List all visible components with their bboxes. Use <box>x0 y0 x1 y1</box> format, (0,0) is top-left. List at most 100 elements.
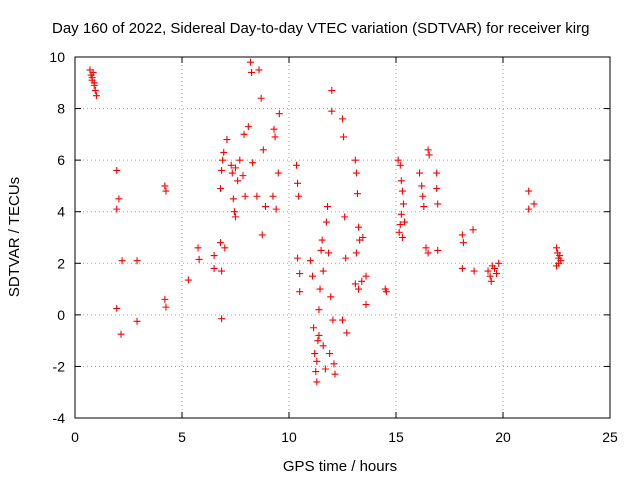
data-point <box>329 316 337 324</box>
data-point <box>397 177 405 185</box>
x-axis-label: GPS time / hours <box>283 458 397 475</box>
data-point <box>294 254 302 262</box>
x-tick-label: 20 <box>495 429 511 445</box>
data-point <box>362 301 370 309</box>
data-point <box>228 169 236 177</box>
data-point <box>353 190 361 198</box>
data-point <box>234 177 242 185</box>
data-point <box>557 257 565 265</box>
data-point <box>484 267 492 275</box>
data-point <box>113 166 121 174</box>
data-point <box>493 270 501 278</box>
data-point <box>416 169 424 177</box>
data-point <box>396 221 404 229</box>
data-point <box>458 264 466 272</box>
data-point <box>316 285 324 293</box>
data-point <box>358 277 366 285</box>
data-point <box>340 133 348 141</box>
data-point <box>315 306 323 314</box>
data-point <box>313 357 321 365</box>
data-points <box>86 58 565 386</box>
data-point <box>359 234 367 241</box>
data-point <box>486 272 494 280</box>
data-point <box>194 244 202 252</box>
data-point <box>161 295 169 303</box>
data-point <box>420 203 428 211</box>
data-point <box>244 123 252 131</box>
data-point <box>227 161 235 169</box>
data-point <box>343 329 351 337</box>
data-point <box>315 331 323 339</box>
data-point <box>328 87 336 95</box>
data-point <box>495 259 503 267</box>
data-point <box>395 228 403 236</box>
data-point <box>317 246 325 254</box>
y-tick-label: 0 <box>57 307 65 323</box>
data-point <box>331 370 339 378</box>
data-point <box>232 213 239 221</box>
y-tick-label: 2 <box>57 255 65 271</box>
data-point <box>362 272 370 280</box>
data-point <box>328 107 336 115</box>
data-point <box>210 252 218 260</box>
data-point <box>309 272 317 280</box>
data-point <box>113 205 121 213</box>
y-tick-label: -2 <box>53 358 66 374</box>
x-tick-label: 15 <box>388 429 404 445</box>
data-point <box>217 185 225 193</box>
data-point <box>434 200 442 208</box>
data-point <box>115 195 123 203</box>
data-point <box>325 249 333 257</box>
data-point <box>257 94 265 102</box>
data-point <box>355 223 363 231</box>
data-point <box>118 257 126 265</box>
data-point <box>248 68 256 76</box>
data-point <box>322 218 330 226</box>
data-point <box>270 125 278 133</box>
data-point <box>195 255 203 263</box>
data-point <box>239 172 247 180</box>
data-point <box>425 151 433 159</box>
data-point <box>117 330 125 338</box>
chart-title: Day 160 of 2022, Sidereal Day-to-day VTE… <box>52 20 589 37</box>
data-point <box>399 200 407 208</box>
y-tick-label: 4 <box>57 204 65 220</box>
data-point <box>352 249 360 257</box>
data-point <box>424 249 432 257</box>
data-point <box>218 166 226 174</box>
data-point <box>253 192 261 200</box>
data-point <box>396 161 404 169</box>
data-point <box>296 288 304 296</box>
data-point <box>312 368 320 376</box>
data-point <box>310 324 318 332</box>
data-point <box>90 79 98 87</box>
data-point <box>458 231 466 239</box>
data-point <box>397 210 405 218</box>
data-point <box>339 316 346 324</box>
data-point <box>418 182 426 190</box>
data-point <box>261 203 269 211</box>
x-tick-label: 10 <box>281 429 297 445</box>
data-point <box>306 257 314 265</box>
data-point <box>296 270 304 278</box>
data-point <box>311 350 319 358</box>
data-point <box>319 342 327 350</box>
data-point <box>490 264 498 272</box>
data-point <box>401 218 409 226</box>
data-point <box>91 87 99 95</box>
x-tick-label: 0 <box>71 429 79 445</box>
y-axis-label: SDTVAR / TECUs <box>6 177 23 297</box>
data-point <box>221 244 229 252</box>
data-point <box>217 239 225 247</box>
data-point <box>295 192 303 200</box>
data-point <box>342 254 350 262</box>
x-tick-label: 25 <box>602 429 618 445</box>
data-point <box>433 169 441 177</box>
data-point <box>419 192 427 200</box>
data-point <box>382 288 390 296</box>
data-point <box>314 337 322 345</box>
data-point <box>433 185 441 193</box>
data-point <box>133 257 141 265</box>
data-point <box>220 148 228 156</box>
